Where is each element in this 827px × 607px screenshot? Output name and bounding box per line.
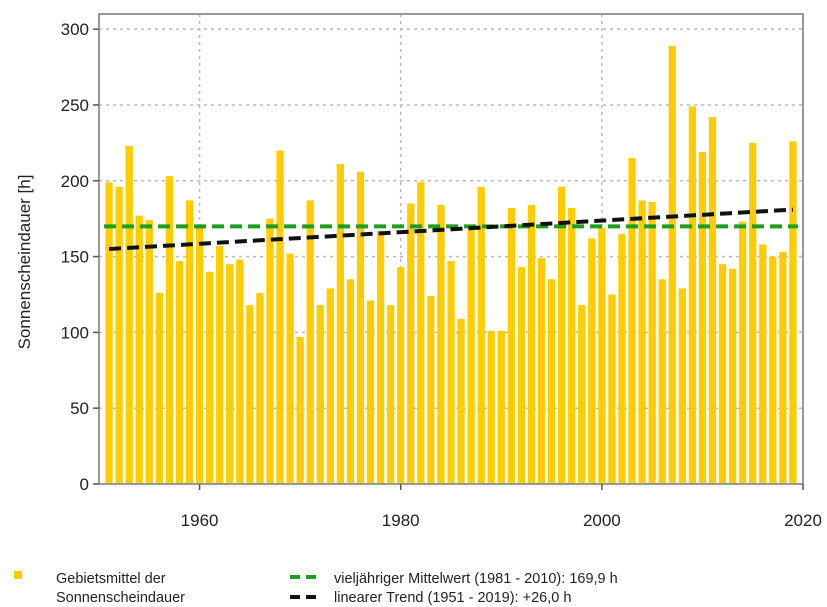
bar (195, 226, 204, 485)
y-tick-label: 0 (80, 475, 89, 494)
bar (427, 296, 435, 484)
legend-swatch-bars (14, 571, 22, 579)
bar (346, 279, 355, 484)
bar (749, 142, 757, 484)
bar (628, 158, 636, 484)
bar (336, 164, 344, 484)
y-axis-ticks: 0 50 100 150 200 250 300 (61, 20, 99, 494)
trend-line (108, 207, 794, 251)
bar (407, 203, 415, 485)
bar (467, 229, 475, 484)
bar (115, 186, 123, 484)
bar (497, 330, 505, 484)
bar (105, 182, 113, 484)
bar (739, 221, 747, 485)
bar (618, 233, 626, 484)
bar (648, 202, 656, 484)
bar (125, 145, 133, 484)
bar (698, 151, 707, 484)
bar (708, 117, 717, 484)
bar (537, 258, 546, 484)
bar (728, 268, 737, 484)
bar (296, 336, 304, 484)
bar (266, 218, 274, 484)
bar (165, 176, 174, 484)
bar (185, 200, 194, 484)
x-tick-label: 1960 (181, 511, 219, 530)
bar (477, 186, 485, 484)
bar (598, 227, 606, 484)
bar (417, 182, 425, 484)
bar (286, 253, 294, 484)
bar (487, 330, 495, 484)
bar (517, 267, 526, 484)
legend-label-bars-line1: Gebietsmittel der (56, 571, 166, 587)
bar (155, 292, 163, 484)
bar (387, 305, 395, 484)
x-axis-ticks: 1960 1980 2000 2020 (181, 484, 822, 530)
bar (759, 244, 767, 484)
bar (316, 305, 324, 484)
bar (668, 45, 676, 484)
bar (206, 271, 214, 484)
bar (527, 205, 536, 484)
bar (145, 220, 153, 484)
bar (256, 292, 264, 484)
legend-label-mean: vieljähriger Mittelwert (1981 - 2010): 1… (334, 571, 618, 587)
x-tick-label: 2000 (583, 511, 621, 530)
bar-series (105, 45, 797, 485)
bar (718, 264, 727, 484)
y-tick-label: 300 (61, 20, 89, 39)
y-tick-label: 150 (61, 248, 89, 267)
plot-frame (98, 13, 804, 485)
bar (507, 208, 515, 484)
bar (658, 279, 666, 484)
x-tick-label: 1980 (382, 511, 420, 530)
bar (568, 208, 576, 484)
bar (789, 141, 797, 484)
y-tick-label: 250 (61, 96, 89, 115)
legend: Gebietsmittel der Sonnenscheindauer viel… (14, 571, 618, 606)
bar (547, 279, 556, 484)
bar (376, 230, 385, 484)
bar (457, 318, 465, 484)
bar (356, 171, 365, 484)
legend-label-trend: linearer Trend (1951 - 2019): +26,0 h (334, 590, 571, 606)
y-axis-label: Sonnenscheindauer [h] (15, 175, 34, 350)
bar (175, 261, 184, 484)
legend-label-bars-line2: Sonnenscheindauer (56, 590, 185, 606)
bar (326, 288, 334, 484)
bar (135, 215, 143, 485)
y-tick-label: 100 (61, 323, 89, 342)
bar (397, 267, 405, 484)
bar (437, 205, 445, 484)
bar (236, 259, 244, 484)
x-tick-label: 2020 (784, 511, 822, 530)
bar (588, 238, 596, 484)
bar (688, 106, 696, 484)
bar (779, 252, 787, 484)
bar (608, 294, 616, 484)
bar (678, 288, 686, 484)
bar (578, 305, 586, 484)
bar (769, 256, 777, 484)
bar (306, 200, 314, 484)
bar (216, 245, 224, 484)
bar (276, 150, 284, 485)
bar (246, 305, 254, 484)
bar (226, 264, 234, 484)
reference-lines (104, 207, 798, 251)
bar (558, 186, 566, 484)
bar (638, 200, 646, 484)
bar (447, 261, 455, 484)
y-tick-label: 200 (61, 172, 89, 191)
y-tick-label: 50 (70, 399, 89, 418)
bar (366, 300, 375, 484)
